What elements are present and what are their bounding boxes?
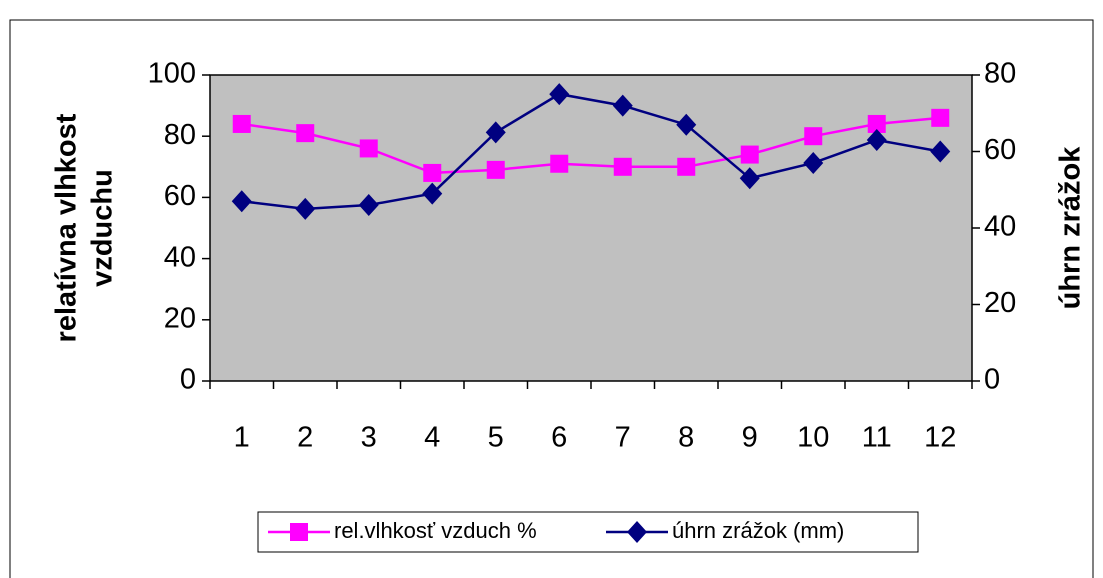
marker xyxy=(290,523,308,541)
marker xyxy=(550,154,569,173)
legend-box xyxy=(257,511,919,553)
y2-tick-label: 0 xyxy=(984,364,1000,396)
marker xyxy=(740,145,759,164)
marker xyxy=(739,167,760,190)
x-tick-label: 6 xyxy=(551,422,567,454)
legend-label: úhrn zrážok (mm) xyxy=(672,518,844,543)
series-line xyxy=(241,116,941,175)
series-line xyxy=(241,92,941,211)
marker xyxy=(422,182,443,205)
x-tick-label: 5 xyxy=(488,422,504,454)
x-tick-label: 10 xyxy=(797,422,829,454)
y-tick-label: 20 xyxy=(164,302,196,334)
y2-tick-label: 60 xyxy=(984,134,1016,166)
marker xyxy=(627,521,647,543)
marker xyxy=(804,127,823,146)
marker xyxy=(232,114,251,133)
y-tick-label: 60 xyxy=(164,180,196,212)
marker xyxy=(231,190,252,213)
x-tick-label: 4 xyxy=(424,422,440,454)
marker xyxy=(866,129,887,152)
x-tick-label: 7 xyxy=(615,422,631,454)
y-tick-label: 0 xyxy=(180,364,196,396)
marker xyxy=(296,124,315,143)
marker xyxy=(676,113,697,136)
legend-label: rel.vlhkosť vzduch % xyxy=(334,518,537,543)
y2-axis-title: úhrn zrážok xyxy=(1055,146,1087,310)
marker xyxy=(358,194,379,217)
marker xyxy=(295,197,316,220)
y-axis-title: vzduchu xyxy=(87,169,119,287)
x-tick-label: 1 xyxy=(234,422,250,454)
marker xyxy=(930,140,951,163)
x-tick-label: 9 xyxy=(742,422,758,454)
marker xyxy=(613,157,632,176)
x-tick-label: 8 xyxy=(678,422,694,454)
marker xyxy=(549,83,570,106)
x-tick-label: 3 xyxy=(361,422,377,454)
marker xyxy=(423,163,442,182)
y-tick-label: 80 xyxy=(164,119,196,151)
y-tick-label: 100 xyxy=(148,58,196,90)
marker xyxy=(359,139,378,158)
x-tick-label: 11 xyxy=(862,422,892,454)
marker xyxy=(677,157,696,176)
marker xyxy=(612,94,633,117)
y2-tick-label: 40 xyxy=(984,211,1016,243)
plot-area xyxy=(209,74,973,382)
marker xyxy=(867,114,886,133)
marker xyxy=(803,151,824,174)
x-tick-label: 2 xyxy=(297,422,313,454)
y-tick-label: 40 xyxy=(164,241,196,273)
y-axis-title: relatívna vlhkost xyxy=(51,113,83,342)
marker xyxy=(486,160,505,179)
marker xyxy=(485,121,506,144)
y2-tick-label: 20 xyxy=(984,287,1016,319)
y2-tick-label: 80 xyxy=(984,58,1016,90)
marker xyxy=(931,108,950,127)
x-tick-label: 12 xyxy=(924,422,956,454)
